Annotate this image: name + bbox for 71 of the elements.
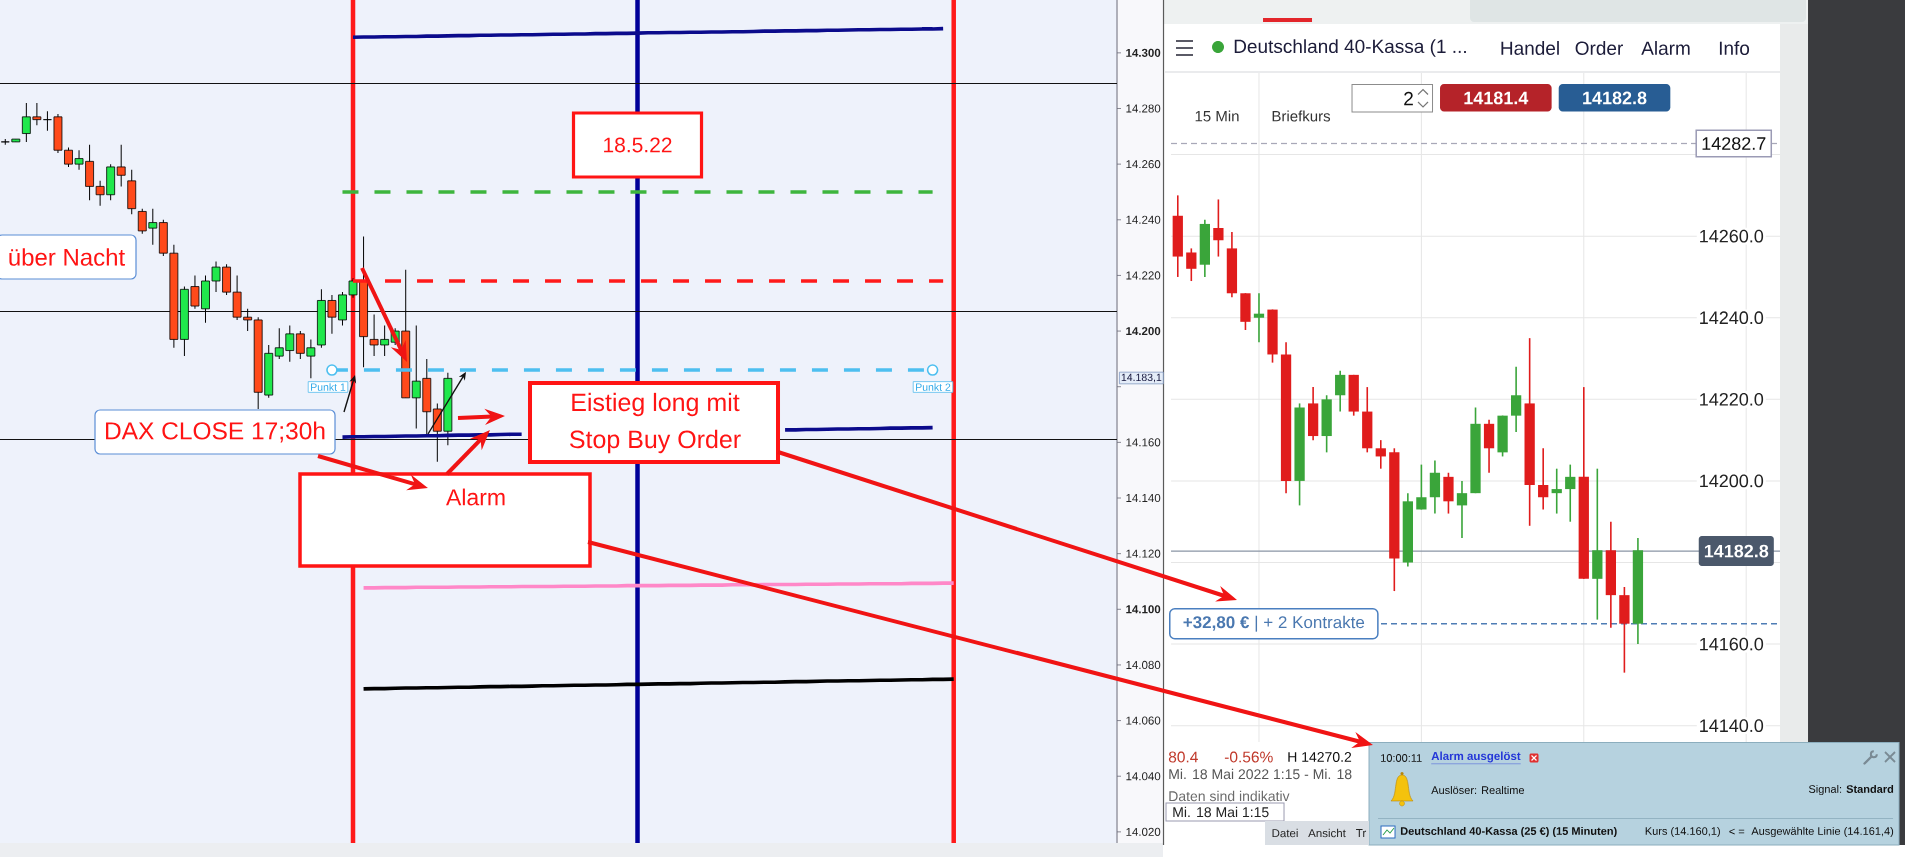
candlestick: [1335, 369, 1346, 413]
y-tick-label: 14.200: [1126, 327, 1161, 336]
text: Mi. 18 Mai 2022 1:15 - Mi. 18: [1169, 768, 1352, 780]
y-tick-label: 14.020: [1126, 827, 1161, 836]
text: Tr: [1356, 829, 1367, 837]
y-tick-label: 14.120: [1126, 549, 1161, 558]
annotation: 14182.8: [1583, 91, 1647, 105]
candlestick: [1213, 198, 1224, 258]
y-tick-label: 14160.0: [1700, 637, 1764, 651]
candlestick: [1416, 463, 1427, 511]
y-tick-label: 14140.0: [1700, 719, 1764, 733]
y-tick-label: 14240.0: [1700, 311, 1764, 325]
text: Order: [1575, 41, 1623, 55]
text: Deutschland 40-Kassa (25 €) (15 Minuten): [1400, 826, 1617, 838]
line-series: [351, 26, 945, 40]
y-tick-label: 14.260: [1126, 160, 1161, 169]
text: Handel: [1501, 41, 1559, 55]
text: Alarm: [1641, 41, 1690, 55]
y-tick-label: 14220.0: [1700, 392, 1764, 406]
annotation: Briefkurs: [1272, 110, 1331, 122]
annotation: 15 Min: [1195, 110, 1239, 122]
y-tick-label: 14.080: [1126, 660, 1161, 670]
annotation: Punkt 1: [311, 383, 346, 391]
text: Signal: Standard: [1808, 784, 1894, 796]
text: 10:00:11: [1381, 754, 1422, 762]
y-tick-label: 14260.0: [1700, 229, 1764, 243]
text: Alarm ausgelöst: [1431, 751, 1521, 763]
text: Info: [1719, 41, 1750, 55]
chart-title: Deutschland 40-Kassa (1 ...: [1234, 39, 1466, 57]
candlestick: [1551, 467, 1562, 515]
y-tick-label: 14.060: [1126, 716, 1161, 725]
ref-line-label: 14282.7: [1702, 137, 1766, 150]
text: Auslöser: Realtime: [1431, 785, 1525, 795]
y-tick-label: 14.040: [1126, 772, 1161, 781]
annotation: Alarm: [446, 488, 505, 506]
y-tick-label: 14.100: [1126, 605, 1161, 614]
candlestick: [1538, 447, 1549, 511]
text: Ausgewählte Linie (14.161,4): [1751, 826, 1894, 838]
annotation: 2: [1404, 91, 1413, 106]
text: H 14270.2: [1288, 752, 1352, 762]
annotation: Eistieg long mit Stop Buy Order: [569, 392, 741, 454]
candlestick: [1186, 247, 1197, 282]
text: 14.183,1: [1121, 373, 1162, 383]
annotation: über Nacht: [9, 248, 125, 266]
y-tick-label: 14.220: [1126, 271, 1161, 280]
y-tick-label: 14.300: [1126, 48, 1161, 57]
text: Datei: [1272, 828, 1298, 838]
text: Mi. 18 Mai 1:15: [1173, 806, 1269, 818]
annotation: 18.5.22: [604, 137, 672, 153]
candlestick: [1375, 439, 1386, 470]
ref-line-label: +32,80 € | + 2 Kontrakte: [1183, 615, 1365, 632]
text: Ansicht: [1308, 828, 1346, 838]
text: Kurs (14.160,1): [1645, 826, 1720, 838]
y-tick-label: 14.140: [1126, 493, 1161, 503]
candlestick: [116, 144, 126, 187]
candlestick: [1456, 480, 1468, 539]
annotation: 14181.4: [1464, 91, 1529, 105]
y-tick-label: 14.240: [1126, 215, 1161, 224]
y-tick-label: 14.160: [1126, 438, 1161, 447]
y-tick-label: 14200.0: [1700, 474, 1764, 488]
candlestick: [1565, 463, 1576, 523]
text: 80.4: [1168, 751, 1198, 763]
candlestick: [1510, 365, 1522, 433]
text: -0.56%: [1224, 751, 1273, 763]
candlestick: [1253, 292, 1265, 344]
annotation: Punkt 2: [916, 383, 951, 391]
y-tick-label: 14.280: [1126, 104, 1161, 113]
ref-line-label: 14182.8: [1704, 544, 1769, 558]
text: Daten sind indikativ: [1169, 790, 1290, 802]
annotation: DAX CLOSE 17;30h: [106, 421, 325, 443]
text: < =: [1729, 828, 1745, 835]
